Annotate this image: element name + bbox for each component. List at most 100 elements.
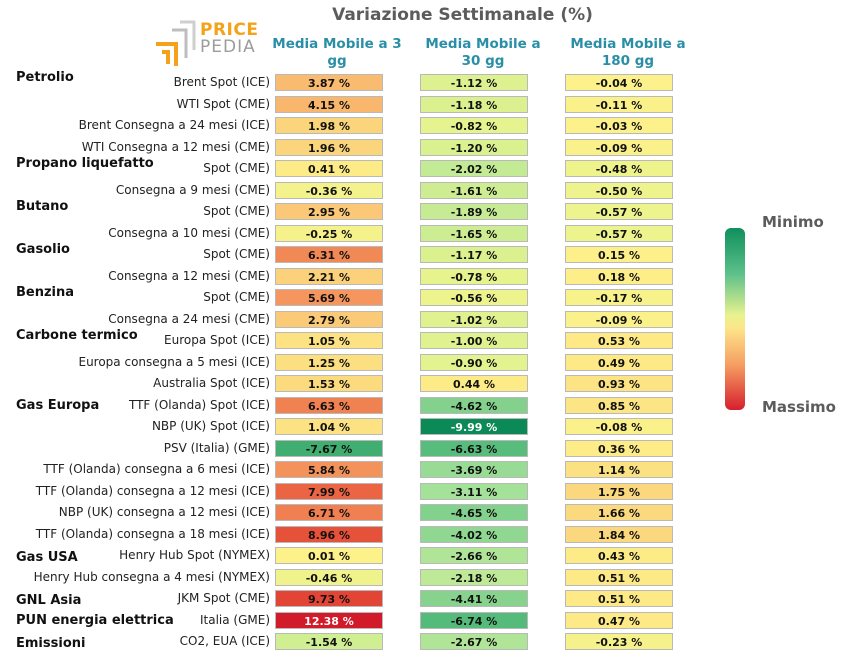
heatmap-cell: -0.57 % [565,224,673,242]
heatmap-cell: 2.79 % [275,310,383,328]
heatmap-cell: -0.78 % [420,267,528,285]
heatmap-cell: -0.57 % [565,203,673,220]
heatmap-cell: 0.51 % [565,568,673,586]
row-label: WTI Spot (CME) [176,96,270,111]
heatmap-cell: -1.61 % [420,181,528,199]
heatmap-cell: 1.75 % [565,482,673,500]
group-label: Gas USA [16,550,78,565]
heatmap-cell: 0.51 % [565,590,673,607]
heatmap-cell: -3.69 % [420,461,528,478]
heatmap-cell: -0.36 % [275,181,383,199]
heatmap-cell: 12.38 % [275,611,383,629]
column-header-180gg: Media Mobile a 180 gg [570,36,686,69]
row-label: Consegna a 9 mesi (CME) [115,182,270,197]
heatmap-cell: -1.65 % [420,224,528,242]
row-label: NBP (UK) consegna a 12 mesi (ICE) [58,505,270,519]
row-label: WTI Consegna a 12 mesi (CME) [81,139,270,154]
row-label: JKM Spot (CME) [177,591,270,605]
row-label: Spot (CME) [203,290,270,304]
heatmap-cell: -9.99 % [420,418,528,435]
row-label: Consegna a 12 mesi (CME) [108,268,270,283]
heatmap-cell: 8.96 % [275,525,383,543]
heatmap-cell: -2.67 % [420,633,528,650]
heatmap-cell: -4.62 % [420,396,528,414]
group-label: GNL Asia [16,593,82,608]
heatmap-cell: 1.04 % [275,418,383,435]
row-label: Europa Spot (ICE) [164,333,270,347]
pricepedia-logo: PRICE PEDIA [156,20,259,66]
heatmap-cell: 7.99 % [275,482,383,500]
heatmap-cell: 4.15 % [275,95,383,113]
heatmap-cell: 1.84 % [565,525,673,543]
row-label: Spot (CME) [203,161,270,175]
group-label: Gasolio [16,242,70,257]
heatmap-cell: 1.66 % [565,504,673,521]
heatmap-cell: -1.89 % [420,203,528,220]
heatmap-cell: -0.46 % [275,568,383,586]
heatmap-cell: -3.11 % [420,482,528,500]
heatmap-cell: 2.95 % [275,203,383,220]
heatmap-cell: -0.82 % [420,117,528,134]
row-label: Europa consegna a 5 mesi (ICE) [78,354,270,369]
heatmap-cell: 1.98 % [275,117,383,134]
logo-mark-icon [156,20,196,66]
row-label: NBP (UK) Spot (ICE) [151,419,270,433]
heatmap-cell: -0.04 % [565,74,673,91]
row-label: Henry Hub Spot (NYMEX) [119,548,270,562]
heatmap-cell: -6.63 % [420,439,528,457]
row-label: CO2, EUA (ICE) [179,634,270,648]
heatmap-cell: 6.71 % [275,504,383,521]
group-label: Carbone termico [16,328,138,343]
heatmap-cell: 0.01 % [275,547,383,564]
heatmap-cell: -0.25 % [275,224,383,242]
heatmap-cell: -0.03 % [565,117,673,134]
heatmap-cell: -0.08 % [565,418,673,435]
row-label: PSV (Italia) (GME) [163,440,270,455]
heatmap-cell: 0.53 % [565,332,673,349]
heatmap-cell: 0.44 % [420,375,528,392]
color-scale-bar [725,228,745,410]
heatmap-cell: 9.73 % [275,590,383,607]
row-label: TTF (Olanda) consegna a 18 mesi (ICE) [35,526,270,541]
heatmap-cell: 6.63 % [275,396,383,414]
group-label: Butano [16,199,69,214]
group-label: Emissioni [16,636,86,651]
heatmap-cell: -1.12 % [420,74,528,91]
heatmap-cell: 1.96 % [275,138,383,156]
heatmap-cell: -2.66 % [420,547,528,564]
heatmap-cell: -1.17 % [420,246,528,263]
heatmap-cell: 6.31 % [275,246,383,263]
heatmap-cell: 1.25 % [275,353,383,371]
heatmap-cell: -0.09 % [565,138,673,156]
heatmap-cell: 2.21 % [275,267,383,285]
heatmap-cell: -4.65 % [420,504,528,521]
group-label: Gas Europa [16,397,100,413]
group-label: Benzina [16,285,75,300]
heatmap-cell: 0.36 % [565,439,673,457]
heatmap-cell: -0.90 % [420,353,528,371]
heatmap-cell: 0.41 % [275,160,383,177]
heatmap-cell: 1.14 % [565,461,673,478]
heatmap-cell: -1.02 % [420,310,528,328]
heatmap-cell: 3.87 % [275,74,383,91]
logo-text-pedia: PEDIA [200,37,256,57]
heatmap-cell: -0.56 % [420,289,528,306]
heatmap-cell: -0.11 % [565,95,673,113]
heatmap-cell: -0.09 % [565,310,673,328]
row-label: Henry Hub consegna a 4 mesi (NYMEX) [33,569,270,584]
heatmap-cell: -4.41 % [420,590,528,607]
logo-text-price: PRICE [200,20,259,40]
column-header-3gg: Media Mobile a 3 gg [272,36,402,69]
heatmap-cell: -0.50 % [565,181,673,199]
heatmap-cell: -1.00 % [420,332,528,349]
row-label: Consegna a 10 mesi (CME) [108,225,270,240]
heatmap-cell: 1.53 % [275,375,383,392]
group-label: Petrolio [16,70,74,85]
heatmap-cell: 0.47 % [565,611,673,629]
heatmap-cell: 0.93 % [565,375,673,392]
heatmap-cell: -0.17 % [565,289,673,306]
heatmap-cell: -1.18 % [420,95,528,113]
heatmap-cell: -0.48 % [565,160,673,177]
heatmap-cell: 1.05 % [275,332,383,349]
row-label: Brent Spot (ICE) [173,75,270,89]
